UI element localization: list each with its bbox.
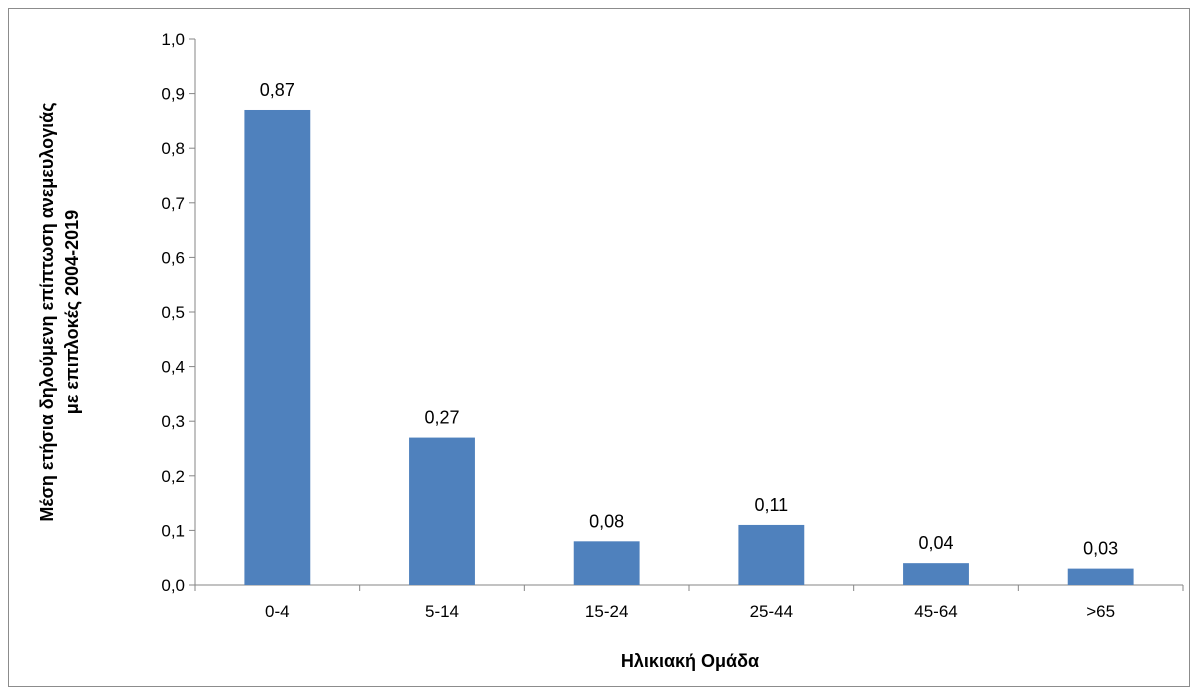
- bar-65: [1067, 568, 1134, 585]
- x-tick-label: >65: [1086, 602, 1115, 621]
- x-tick-label: 25-44: [750, 602, 793, 621]
- y-tick-label: 0,4: [161, 358, 185, 377]
- y-axis-title-line1: Μέση ετήσια δηλούμενη επίπτωση ανεμευλογ…: [37, 102, 57, 521]
- x-axis: 0-4 5-14 15-24 25-44 45-64 >65: [194, 584, 1184, 621]
- bar-15-24: [573, 541, 640, 585]
- x-tick-label: 45-64: [914, 602, 957, 621]
- y-tick-label: 0,1: [161, 521, 185, 540]
- y-axis-title-line2: με επιπλοκές 2004-2019: [62, 210, 82, 414]
- x-tick-label: 15-24: [585, 602, 628, 621]
- y-tick-label: 0,6: [161, 248, 185, 267]
- y-tick-label: 0,7: [161, 194, 185, 213]
- y-tick-label: 0,3: [161, 412, 185, 431]
- x-tick-label: 0-4: [265, 602, 290, 621]
- bar-0-4: [244, 109, 311, 585]
- data-label: 0,11: [754, 495, 788, 515]
- bars: [244, 109, 1134, 585]
- x-tick-label: 5-14: [425, 602, 459, 621]
- bar-25-44: [738, 524, 805, 585]
- bar-45-64: [903, 563, 969, 585]
- y-tick-label: 0,9: [161, 85, 185, 104]
- y-tick-label: 0,2: [161, 467, 185, 486]
- y-tick-label: 0,8: [161, 139, 185, 158]
- y-axis-title: Μέση ετήσια δηλούμενη επίπτωση ανεμευλογ…: [37, 102, 82, 521]
- x-axis-title: Ηλικιακή Ομάδα: [621, 651, 759, 671]
- y-axis: 0,0 0,1 0,2 0,3 0,4 0,5 0,6 0,7 0,8 0,9 1,0: [161, 30, 196, 595]
- data-label: 0,27: [424, 408, 459, 428]
- data-label: 0,03: [1083, 539, 1118, 559]
- y-tick-label: 0,0: [161, 576, 185, 595]
- bar-5-14: [409, 437, 475, 585]
- y-tick-label: 0,5: [161, 303, 185, 322]
- data-label: 0,04: [918, 533, 953, 553]
- data-label: 0,87: [260, 80, 295, 100]
- data-labels: 0,87 0,27 0,08 0,11 0,04 0,03: [260, 80, 1118, 559]
- y-tick-label: 1,0: [161, 30, 185, 49]
- data-label: 0,08: [589, 511, 624, 531]
